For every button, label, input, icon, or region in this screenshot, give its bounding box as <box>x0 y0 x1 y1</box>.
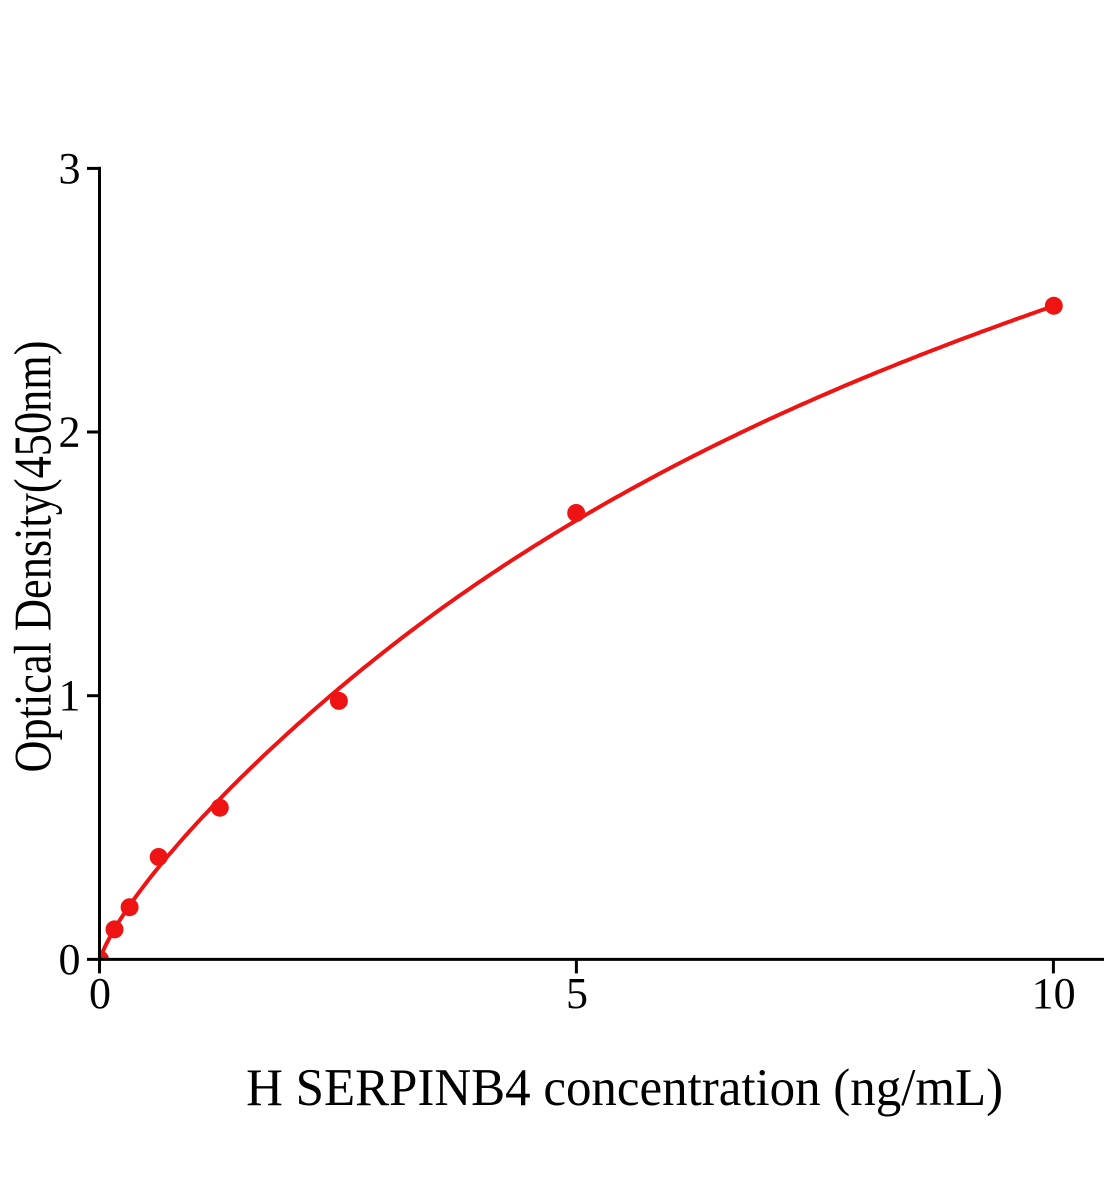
svg-text:Optical Density(450nm): Optical Density(450nm) <box>5 341 63 773</box>
svg-text:0: 0 <box>89 969 111 1018</box>
svg-text:2: 2 <box>59 408 81 457</box>
svg-text:10: 10 <box>1032 969 1076 1018</box>
svg-text:5: 5 <box>566 969 588 1018</box>
svg-text:3: 3 <box>59 144 81 193</box>
svg-text:0: 0 <box>59 935 81 984</box>
svg-text:1: 1 <box>59 671 81 720</box>
svg-text:H SERPINB4 concentration (ng/m: H SERPINB4 concentration (ng/mL) <box>246 1059 1003 1117</box>
